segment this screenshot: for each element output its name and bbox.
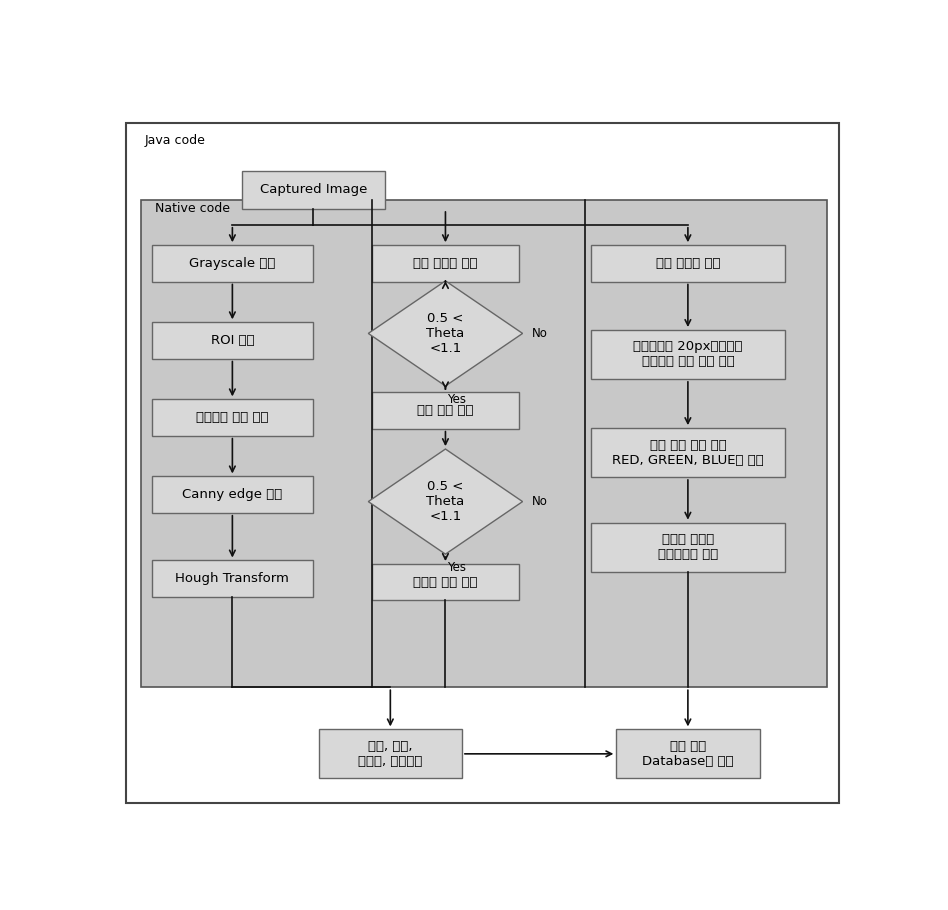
Text: No: No <box>532 327 547 340</box>
FancyBboxPatch shape <box>152 476 313 513</box>
Text: Canny edge 검출: Canny edge 검출 <box>182 488 283 501</box>
FancyBboxPatch shape <box>152 399 313 436</box>
FancyBboxPatch shape <box>372 245 519 281</box>
Polygon shape <box>368 449 522 554</box>
FancyBboxPatch shape <box>591 428 785 477</box>
FancyBboxPatch shape <box>616 729 759 778</box>
FancyBboxPatch shape <box>152 322 313 359</box>
FancyBboxPatch shape <box>591 522 785 571</box>
Text: 차선 교차점 검출: 차선 교차점 검출 <box>656 257 720 270</box>
Text: 교차점부터 20px아래까지
삼각형의 측정 범위 설정: 교차점부터 20px아래까지 삼각형의 측정 범위 설정 <box>633 340 742 369</box>
Text: Hough Transform: Hough Transform <box>175 572 289 585</box>
Text: Captured Image: Captured Image <box>260 183 367 197</box>
Text: 가우시안 필터 적용: 가우시안 필터 적용 <box>196 411 268 424</box>
FancyBboxPatch shape <box>152 245 313 281</box>
Text: 0.5 <
Theta
<1.1: 0.5 < Theta <1.1 <box>427 480 465 523</box>
Text: Yes: Yes <box>447 393 466 406</box>
FancyBboxPatch shape <box>372 392 519 429</box>
Text: No: No <box>532 495 547 508</box>
Polygon shape <box>368 281 522 386</box>
Text: Yes: Yes <box>447 561 466 574</box>
Text: 오른쪽 차선 검출: 오른쪽 차선 검출 <box>413 576 478 589</box>
FancyBboxPatch shape <box>126 123 839 803</box>
FancyBboxPatch shape <box>372 564 519 601</box>
Text: Java code: Java code <box>144 135 205 147</box>
Text: 범위 안의 모든 점의
RED, GREEN, BLUE값 추출: 범위 안의 모든 점의 RED, GREEN, BLUE값 추출 <box>612 439 764 467</box>
FancyBboxPatch shape <box>591 330 785 379</box>
FancyBboxPatch shape <box>140 200 828 687</box>
FancyBboxPatch shape <box>152 561 313 597</box>
Text: 0.5 <
Theta
<1.1: 0.5 < Theta <1.1 <box>427 312 465 355</box>
Text: 왼쪽 차선 검출: 왼쪽 차선 검출 <box>417 404 474 417</box>
FancyBboxPatch shape <box>242 170 385 209</box>
Text: 차선 후보군 선별: 차선 후보군 선별 <box>413 257 478 270</box>
Text: ROI 설정: ROI 설정 <box>210 334 254 347</box>
Text: 위도, 경도,
주행각, 주행속도: 위도, 경도, 주행각, 주행속도 <box>358 740 423 768</box>
FancyBboxPatch shape <box>319 729 462 778</box>
Text: 도로 정보
Database에 저장: 도로 정보 Database에 저장 <box>642 740 734 768</box>
Text: Native code: Native code <box>155 202 230 215</box>
Text: Grayscale 변환: Grayscale 변환 <box>190 257 276 270</box>
FancyBboxPatch shape <box>591 245 785 281</box>
Text: 추출된 값들을
휘도값으로 변환: 추출된 값들을 휘도값으로 변환 <box>658 533 718 561</box>
